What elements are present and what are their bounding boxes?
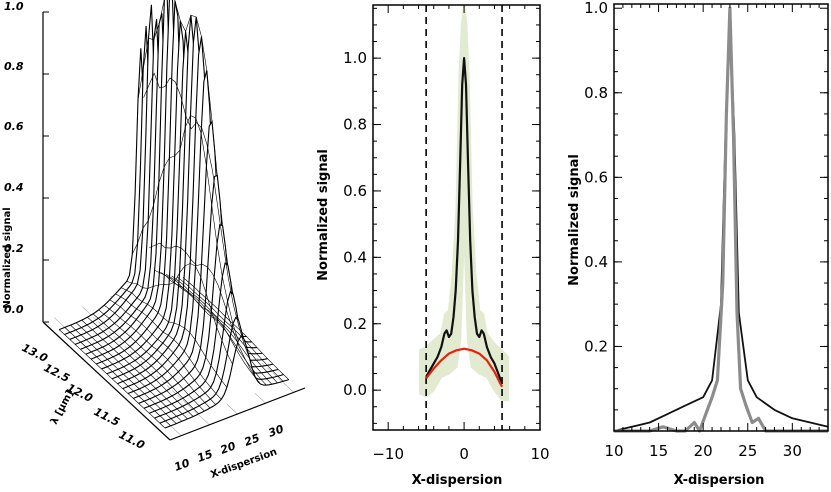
surface-cross-line — [75, 322, 183, 422]
surface-cross-line — [70, 324, 177, 424]
panel-c-y-axis-label: Normalized signal — [567, 154, 582, 286]
surface-cross-line — [87, 316, 194, 417]
panel-a-surface-plot: 0.0 0.2 0.4 0.6 0.8 1.0 Normalized signa… — [2, 0, 306, 481]
panel-b-frame — [372, 4, 541, 431]
surface-cross-line — [126, 263, 233, 365]
panel-b-scatter-band — [419, 4, 510, 402]
x-tick-label: 10 — [604, 442, 623, 460]
y-tick-label: 0.8 — [343, 116, 367, 134]
y-tick-label: 0.8 — [584, 84, 608, 102]
panel-a-y-axis-label: λ [μm] — [49, 389, 76, 427]
x-tick-label: 25 — [243, 431, 262, 449]
series-line — [425, 56, 504, 384]
y-tick-label: 0.2 — [584, 337, 608, 355]
y-tick-label: 0.6 — [584, 168, 608, 186]
y-tick-label: 1.0 — [584, 0, 608, 17]
surface-cross-line — [81, 319, 188, 420]
y-tick-label: 11.0 — [117, 428, 147, 452]
surface-cross-line — [115, 293, 222, 400]
x-tick-label: 20 — [219, 439, 238, 457]
panel-c-y-tick-labels: 0.2 0.4 0.6 0.8 1.0 — [584, 0, 608, 355]
surface-cross-line — [171, 275, 278, 384]
panel-b-boundary-lines — [425, 5, 503, 430]
y-tick-label: 0.6 — [343, 182, 367, 200]
surface-cross-line — [132, 115, 239, 341]
y-tick-label: 11.5 — [92, 405, 122, 429]
panel-a-x-axis-label: X-dispersion — [209, 447, 278, 481]
x-tick-label: 25 — [738, 442, 757, 460]
surface-cross-line — [165, 274, 273, 385]
z-tick-label: 0.2 — [4, 242, 24, 255]
y-tick-label: 0.4 — [343, 248, 367, 266]
surface-cross-line — [154, 270, 261, 385]
x-tick-label: 20 — [694, 442, 713, 460]
panel-c-frame — [613, 3, 829, 432]
y-tick-label: 0.2 — [343, 315, 367, 333]
z-tick-label: 0.8 — [4, 60, 24, 73]
panel-b-y-tick-labels: 0.0 0.2 0.4 0.6 0.8 1.0 — [343, 49, 367, 399]
series-line — [613, 15, 829, 432]
x-tick-label: 10 — [530, 445, 549, 463]
panel-a-z-tick-labels: 0.0 0.2 0.4 0.6 0.8 1.0 — [4, 0, 24, 316]
x-tick-label: 15 — [649, 442, 668, 460]
scatter-band — [419, 4, 510, 402]
surface-cross-line — [182, 277, 290, 380]
panel-b-ticks — [373, 5, 541, 430]
x-tick-label: 15 — [196, 447, 215, 465]
surface-cross-line — [104, 304, 211, 409]
surface-cross-line — [64, 327, 171, 427]
panel-b-series — [425, 56, 504, 388]
surface-cross-line — [98, 309, 205, 412]
panel-c-series — [613, 6, 829, 433]
panel-b-x-axis-label: X-dispersion — [412, 473, 503, 488]
surface-cross-line — [160, 272, 267, 386]
y-tick-label: 1.0 — [343, 49, 367, 67]
series-line — [425, 347, 503, 388]
surface-cross-line — [143, 72, 250, 358]
y-tick-label: 0.0 — [343, 381, 367, 399]
panel-a-x-tick-labels: 10 15 20 25 30 — [173, 422, 286, 474]
panel-b-x-tick-labels: −10 0 10 — [372, 445, 549, 463]
x-tick-label: −10 — [372, 445, 404, 463]
surface-cross-line — [109, 299, 216, 405]
y-tick-label: 0.4 — [584, 253, 608, 271]
x-tick-label: 30 — [783, 442, 802, 460]
y-axis-line — [42, 321, 171, 441]
panel-b-y-axis-label: Normalized signal — [316, 149, 331, 281]
x-tick-label: 30 — [267, 422, 286, 440]
surface-cross-line — [137, 0, 245, 339]
panel-b-line-plot: −10 0 10 0.0 0.2 0.4 0.6 0.8 1.0 X-dispe… — [316, 4, 550, 488]
z-tick-label: 0.4 — [4, 181, 24, 194]
panel-a-z-axis-label: Normalized signal — [2, 207, 13, 308]
z-tick-label: 1.0 — [4, 0, 24, 13]
panel-c-x-tick-labels: 10 15 20 25 30 — [604, 442, 801, 460]
surface-cross-line — [120, 287, 228, 388]
y-tick-label: 13.0 — [20, 341, 50, 365]
series-line — [614, 6, 828, 433]
panel-c-x-axis-label: X-dispersion — [674, 473, 765, 488]
z-tick-label: 0.6 — [4, 120, 24, 133]
y-tick-label: 12.5 — [42, 361, 72, 385]
surface-cross-line — [177, 276, 284, 382]
x-tick-label: 10 — [173, 456, 192, 474]
x-axis-line — [169, 387, 306, 441]
panel-c-ticks — [613, 4, 828, 431]
surface-cross-line — [92, 313, 200, 415]
x-tick-label: 0 — [459, 445, 469, 463]
panel-a-surface-mesh — [58, 0, 290, 429]
panel-c-line-plot: 10 15 20 25 30 0.2 0.4 0.6 0.8 1.0 X-dis… — [567, 0, 829, 488]
panel-a-axes — [42, 11, 306, 441]
surface-cross-line — [58, 329, 166, 429]
z-tick-label: 0.0 — [4, 303, 24, 316]
